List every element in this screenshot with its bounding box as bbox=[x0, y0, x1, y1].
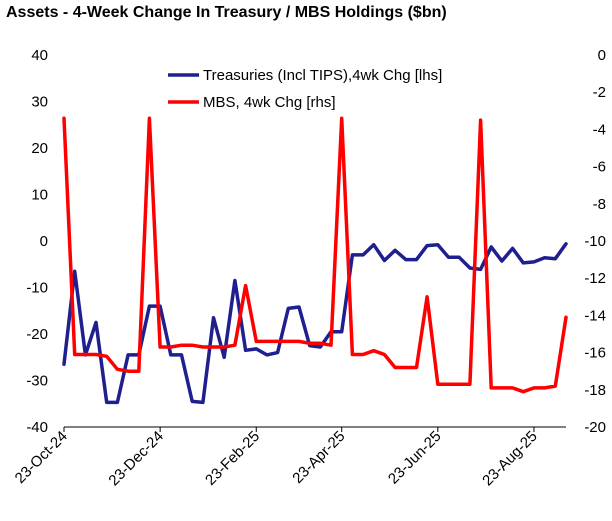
left-tick-label: 0 bbox=[40, 233, 48, 250]
left-tick-label: 20 bbox=[31, 140, 48, 157]
left-tick-label: -20 bbox=[26, 326, 48, 343]
left-tick-label: -30 bbox=[26, 373, 48, 390]
right-tick-label: 0 bbox=[598, 47, 606, 64]
x-tick-label: 23-Apr-25 bbox=[289, 428, 348, 487]
left-tick-label: 10 bbox=[31, 187, 48, 204]
mbs-series-line bbox=[62, 116, 568, 394]
legend-label: MBS, 4wk Chg [rhs] bbox=[203, 94, 336, 111]
right-axis: 0 -2 -4 -6 -8 -10 -12 -14 -16 -18 -20 bbox=[584, 47, 606, 436]
right-tick-label: -16 bbox=[584, 345, 606, 362]
x-tick-label: 23-Jun-25 bbox=[385, 428, 445, 488]
left-tick-label: -10 bbox=[26, 280, 48, 297]
left-axis: 40 30 20 10 0 -10 -20 -30 -40 bbox=[26, 47, 48, 436]
x-tick-label: 23-Feb-25 bbox=[202, 428, 263, 489]
legend: Treasuries (Incl TIPS),4wk Chg [lhs] MBS,… bbox=[168, 67, 442, 111]
right-tick-label: -18 bbox=[584, 382, 606, 399]
right-tick-label: -10 bbox=[584, 233, 606, 250]
series-lines bbox=[62, 116, 568, 405]
right-tick-label: -2 bbox=[593, 84, 606, 101]
right-tick-label: -8 bbox=[593, 196, 606, 213]
x-tick-label: 23-Aug-25 bbox=[479, 428, 541, 490]
treasuries-series-line bbox=[62, 242, 568, 405]
right-tick-label: -12 bbox=[584, 270, 606, 287]
right-tick-label: -20 bbox=[584, 419, 606, 436]
chart-title: Assets - 4-Week Change In Treasury / MBS… bbox=[6, 4, 447, 21]
x-tick-label: 23-Oct-24 bbox=[12, 428, 71, 487]
x-axis: 23-Oct-24 23-Dec-24 23-Feb-25 23-Apr-25 23-J… bbox=[12, 426, 566, 490]
x-tick-label: 23-Dec-24 bbox=[105, 428, 167, 490]
right-tick-label: -4 bbox=[593, 121, 606, 138]
left-tick-label: -40 bbox=[26, 419, 48, 436]
right-tick-label: -6 bbox=[593, 159, 606, 176]
left-tick-label: 30 bbox=[31, 94, 48, 111]
legend-label: Treasuries (Incl TIPS),4wk Chg [lhs] bbox=[203, 67, 442, 84]
right-tick-label: -14 bbox=[584, 307, 606, 324]
left-tick-label: 40 bbox=[31, 47, 48, 64]
